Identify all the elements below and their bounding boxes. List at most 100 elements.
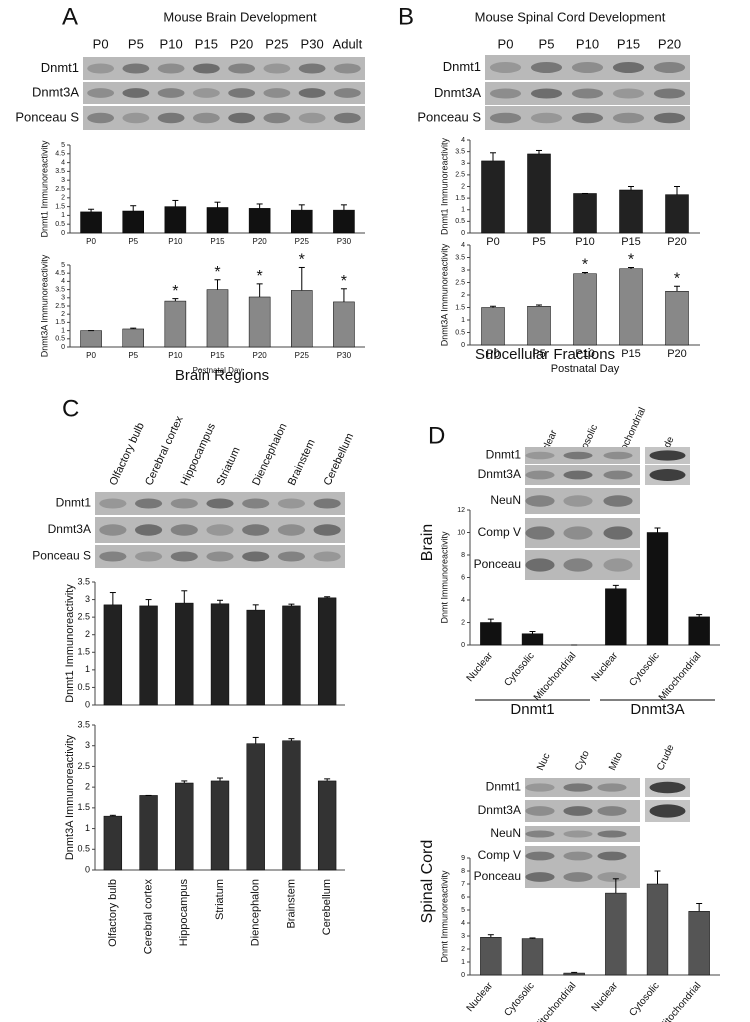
bar xyxy=(175,602,194,706)
blot-strip xyxy=(525,778,640,797)
lane-label: Cyto xyxy=(573,749,592,773)
bar xyxy=(122,328,145,348)
y-tick-label: 0 xyxy=(85,864,90,874)
bar xyxy=(605,588,627,646)
blot-band xyxy=(87,63,115,74)
x-tick-label: P10 xyxy=(575,236,595,248)
blot-band xyxy=(653,88,686,99)
blot-band xyxy=(489,88,522,99)
y-tick-label: 10 xyxy=(457,529,465,536)
blot-band xyxy=(263,63,291,74)
y-tick-label: 3.5 xyxy=(77,719,90,729)
bar xyxy=(619,189,643,234)
x-tick-label: Hippocampus xyxy=(178,879,190,947)
lane-label: P0 xyxy=(498,36,514,51)
x-tick-label: Cerebellum xyxy=(321,879,333,935)
x-tick-label: P0 xyxy=(486,236,499,248)
bar xyxy=(563,972,585,976)
significance-mark: * xyxy=(582,257,588,274)
blot-band xyxy=(525,558,555,572)
blot-band xyxy=(277,498,305,509)
lane-label: P15 xyxy=(617,36,640,51)
blot-label: Dnmt3A xyxy=(478,467,521,481)
x-tick-label: P25 xyxy=(295,351,310,360)
blot-band xyxy=(649,469,686,481)
bar xyxy=(164,300,187,348)
y-tick-label: 1 xyxy=(61,327,65,334)
side-label: Spinal Cord xyxy=(419,840,436,924)
blot-band xyxy=(206,498,234,509)
lane-label: P5 xyxy=(128,36,144,51)
y-tick-label: 0.5 xyxy=(77,682,90,692)
lane-label: P25 xyxy=(265,36,288,51)
blot-band xyxy=(525,526,555,540)
y-tick-label: 0 xyxy=(61,344,65,351)
blot-band xyxy=(277,524,305,536)
blot-band xyxy=(563,851,593,861)
y-tick-label: 1 xyxy=(461,959,465,966)
x-tick-label: P10 xyxy=(168,237,183,246)
blot-band xyxy=(228,112,256,124)
lane-label: Nuc xyxy=(535,752,552,773)
lane-label: Striatum xyxy=(214,445,242,487)
x-tick-label: Striatum xyxy=(214,879,226,920)
y-tick-label: 0 xyxy=(461,230,465,237)
group-label: Dnmt3A xyxy=(630,701,684,718)
blot-band xyxy=(525,783,555,792)
x-tick-label: P5 xyxy=(532,236,545,248)
blot-band xyxy=(649,781,686,794)
lane-label: P30 xyxy=(301,36,324,51)
y-tick-label: 0.5 xyxy=(455,218,465,225)
x-tick-label: P10 xyxy=(168,351,183,360)
blot-band xyxy=(206,551,234,562)
bar xyxy=(248,208,271,234)
y-tick-label: 1 xyxy=(461,207,465,214)
lane-label: Diencephalon xyxy=(250,421,289,487)
y-tick-label: 4 xyxy=(461,597,465,604)
blot-band xyxy=(525,451,555,460)
blot-band xyxy=(612,112,645,124)
y-tick-label: 2.5 xyxy=(55,186,65,193)
blot-band xyxy=(298,112,326,124)
y-tick-label: 1 xyxy=(85,664,90,674)
blot-strip xyxy=(525,846,640,866)
x-tick-label: Nuclear xyxy=(590,650,621,684)
blot-strip xyxy=(95,545,345,568)
x-tick-label: P15 xyxy=(621,236,641,248)
blot-band xyxy=(298,63,326,74)
panel-label: A xyxy=(62,3,78,30)
y-tick-label: 2 xyxy=(461,183,465,190)
bar xyxy=(646,883,669,976)
blot-band xyxy=(530,62,563,73)
blot-band xyxy=(563,783,593,792)
y-tick-label: 3.5 xyxy=(455,254,465,261)
y-tick-label: 0 xyxy=(461,642,465,649)
blot-band xyxy=(649,804,686,818)
blot-band xyxy=(653,112,686,124)
blot-band xyxy=(99,551,127,562)
panel-title: Brain Regions xyxy=(175,367,269,384)
y-tick-label: 3 xyxy=(461,933,465,940)
panel-title: Mouse Brain Development xyxy=(163,9,317,24)
x-tick-label: Mitochondrial xyxy=(532,651,579,704)
significance-mark: * xyxy=(674,270,680,287)
bar xyxy=(80,211,102,234)
blot-band xyxy=(525,851,555,861)
blot-band xyxy=(563,558,593,572)
blot-label: Dnmt3A xyxy=(478,803,521,817)
blot-strip xyxy=(485,82,690,105)
blot-band xyxy=(563,806,593,816)
significance-mark: * xyxy=(257,268,263,285)
x-tick-label: P20 xyxy=(667,348,687,360)
significance-mark: * xyxy=(172,283,178,300)
blot-label: Dnmt1 xyxy=(486,780,522,794)
lane-label: Olfactory bulb xyxy=(107,421,147,488)
blot-band xyxy=(228,88,256,98)
x-tick-label: P20 xyxy=(253,237,268,246)
blot-band xyxy=(597,830,627,838)
blot-label: Dnmt3A xyxy=(32,84,79,99)
y-axis-label: Dnmt3A Immunoreactivity xyxy=(64,734,76,860)
lane-label: Hippocampus xyxy=(179,421,219,487)
blot-band xyxy=(571,112,604,124)
